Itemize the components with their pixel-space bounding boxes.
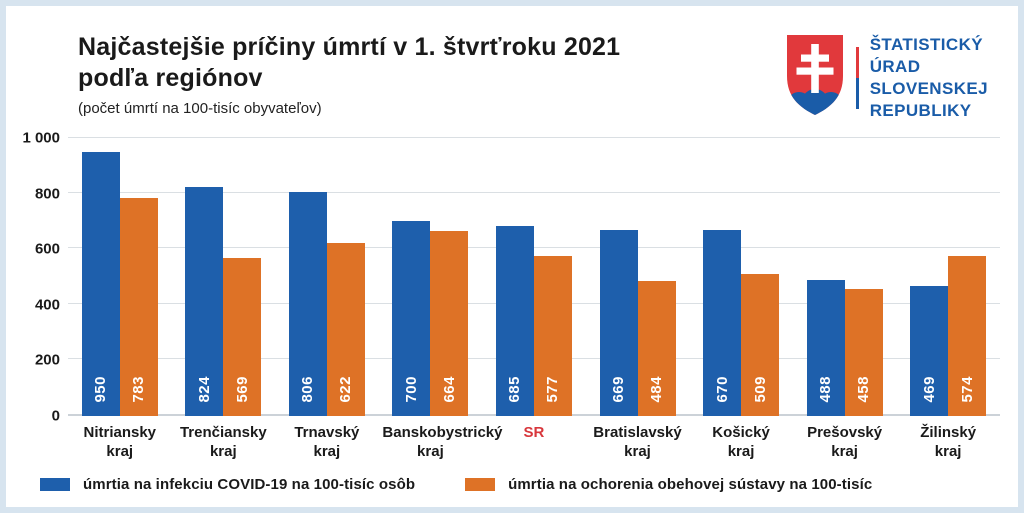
legend-item-circulatory: úmrtia na ochorenia obehovej sústavy na … xyxy=(465,476,872,493)
circulatory-series-swatch-icon xyxy=(465,478,496,491)
bar-value-label: 484 xyxy=(648,376,665,403)
slovak-coat-of-arms-icon xyxy=(784,32,846,123)
x-axis-label: Nitriansky kraj xyxy=(83,424,157,460)
title-block: Najčastejšie príčiny úmrtí v 1. štvrťrok… xyxy=(78,32,620,117)
title-line-2: podľa regiónov xyxy=(78,64,263,92)
plot-area: 0 200 400 600 800 1 000 950 783 824 569 806 622 700… xyxy=(22,130,1000,425)
statistical-office-logo: ŠTATISTICKÝ ÚRAD SLOVENSKEJ REPUBLIKY xyxy=(784,32,988,123)
bar-group: 824 569 xyxy=(185,187,262,416)
bar-value-label: 670 xyxy=(713,376,731,403)
bar-group: 685 577 xyxy=(495,226,572,416)
bar-groups: 950 783 824 569 806 622 700 664 685 577 669 484 670 5… xyxy=(68,138,1000,416)
chart-legend: úmrtia na infekciu COVID-19 na 100-tisíc… xyxy=(40,476,872,493)
bar: 669 xyxy=(599,230,638,416)
y-tick-label: 1 000 xyxy=(22,129,60,147)
bar-group: 806 622 xyxy=(288,192,365,416)
x-axis-label: Bratislavský kraj xyxy=(593,424,682,460)
bar-value-label: 950 xyxy=(92,376,110,403)
legend-item-covid: úmrtia na infekciu COVID-19 na 100-tisíc… xyxy=(40,476,415,493)
bar-value-label: 806 xyxy=(299,376,317,403)
bar-value-label: 569 xyxy=(233,376,251,403)
y-tick-label: 600 xyxy=(34,240,60,258)
bar: 488 xyxy=(806,280,845,416)
bar-chart: 0 200 400 600 800 1 000 950 783 824 569 806 622 700… xyxy=(22,130,1000,461)
y-axis: 0 200 400 600 800 1 000 xyxy=(2,130,60,425)
bar-value-label: 669 xyxy=(610,376,627,403)
legend-label: úmrtia na ochorenia obehovej sústavy na … xyxy=(508,476,873,493)
bar-value-label: 488 xyxy=(817,376,835,403)
bar: 806 xyxy=(288,192,327,416)
bar: 664 xyxy=(430,231,469,416)
bar: 950 xyxy=(81,152,120,416)
x-axis-label: Trnavský kraj xyxy=(294,424,360,460)
bar: 484 xyxy=(637,281,676,416)
logo-divider xyxy=(855,46,859,109)
bar: 783 xyxy=(119,198,158,416)
legend-label: úmrtia na infekciu COVID-19 na 100-tisíc… xyxy=(83,476,416,493)
x-axis-label: Prešovský kraj xyxy=(807,424,883,460)
gridline xyxy=(68,247,1000,249)
x-axis-label: Žilinský kraj xyxy=(920,424,977,460)
bar-value-label: 509 xyxy=(751,376,769,403)
bar: 469 xyxy=(910,286,949,416)
logo-text-line: ŠTATISTICKÝ xyxy=(869,34,984,54)
bar-value-label: 685 xyxy=(506,376,524,403)
gridline xyxy=(68,137,1000,138)
bar: 458 xyxy=(844,289,883,416)
bar-group: 700 664 xyxy=(392,221,469,416)
x-axis-label: Košický kraj xyxy=(712,424,770,460)
covid-series-swatch-icon xyxy=(40,478,70,491)
y-tick-label: 200 xyxy=(34,351,60,369)
bar-value-label: 664 xyxy=(440,376,458,403)
bar-value-label: 783 xyxy=(130,376,148,403)
x-axis-label: Trenčiansky kraj xyxy=(179,424,267,460)
bar: 509 xyxy=(741,274,780,416)
bar-value-label: 577 xyxy=(544,376,562,403)
bar: 824 xyxy=(185,187,224,416)
logo-text-line: ÚRAD xyxy=(869,56,921,76)
gridline xyxy=(68,192,1000,194)
bar: 574 xyxy=(948,256,987,416)
x-axis-label: SR xyxy=(523,424,545,441)
title-line-1: Najčastejšie príčiny úmrtí v 1. štvrťrok… xyxy=(78,33,621,61)
bar: 700 xyxy=(392,221,431,416)
bar-group: 469 574 xyxy=(910,256,987,416)
bar: 569 xyxy=(223,258,262,416)
page-title: Najčastejšie príčiny úmrtí v 1. štvrťrok… xyxy=(78,32,620,94)
bar-value-label: 700 xyxy=(402,376,420,403)
logo-text-line: SLOVENSKEJ xyxy=(869,78,988,98)
bar-value-label: 824 xyxy=(195,376,213,403)
page: Najčastejšie príčiny úmrtí v 1. štvrťrok… xyxy=(6,6,1018,507)
x-axis: Nitriansky kraj Trenčiansky kraj Trnavský kra… xyxy=(68,423,1000,461)
bar-group: 670 509 xyxy=(703,230,780,416)
logo-text-line: REPUBLIKY xyxy=(869,100,972,120)
bar: 577 xyxy=(533,256,572,416)
bar-value-label: 458 xyxy=(855,376,873,403)
bar-value-label: 574 xyxy=(958,376,976,403)
y-tick-label: 800 xyxy=(34,185,60,203)
logo-text: ŠTATISTICKÝ ÚRAD SLOVENSKEJ REPUBLIKY xyxy=(870,34,988,122)
x-axis-label: Banskobystrický kraj xyxy=(382,424,503,460)
bar: 670 xyxy=(703,230,742,416)
y-tick-label: 400 xyxy=(34,296,60,314)
bar-value-label: 469 xyxy=(920,376,938,403)
y-tick-label: 0 xyxy=(51,407,60,425)
page-subtitle: (počet úmrtí na 100-tisíc obyvateľov) xyxy=(78,100,322,117)
bar-group: 950 783 xyxy=(81,152,158,416)
bar-value-label: 622 xyxy=(337,376,355,403)
bar: 685 xyxy=(495,226,534,416)
bar-group: 669 484 xyxy=(599,230,676,416)
bar: 622 xyxy=(326,243,365,416)
bar-group: 488 458 xyxy=(806,280,883,416)
